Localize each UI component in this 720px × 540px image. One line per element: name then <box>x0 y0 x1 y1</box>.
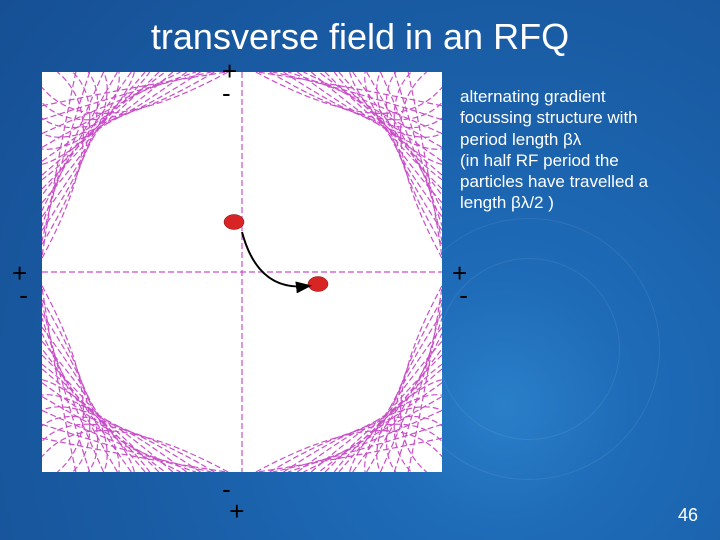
pole-label-top: + - <box>222 60 237 104</box>
desc-line-2: period length βλ <box>460 130 581 149</box>
desc-line-3: (in half RF period the <box>460 151 619 170</box>
pole-label-left: + - <box>12 262 28 306</box>
quadrupole-diagram <box>42 72 442 472</box>
field-lines-svg <box>42 72 442 472</box>
desc-line-1: focussing structure with <box>460 108 638 127</box>
pole-label-right: + - <box>452 262 468 306</box>
desc-line-5: length βλ/2 ) <box>460 193 554 212</box>
pole-label-bottom: - + <box>222 478 244 522</box>
desc-line-0: alternating gradient <box>460 87 606 106</box>
desc-line-4: particles have travelled a <box>460 172 648 191</box>
page-number: 46 <box>678 505 698 526</box>
description-text: alternating gradient focussing structure… <box>460 86 700 214</box>
page-title: transverse field in an RFQ <box>0 16 720 58</box>
